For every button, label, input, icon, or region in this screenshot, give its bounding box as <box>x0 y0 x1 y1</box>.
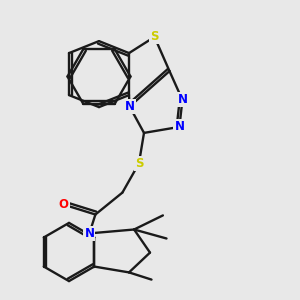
Text: O: O <box>58 198 69 211</box>
Text: S: S <box>150 30 159 44</box>
Text: N: N <box>174 120 184 134</box>
Text: N: N <box>177 93 188 106</box>
Text: N: N <box>84 227 94 240</box>
Text: S: S <box>135 157 143 170</box>
Text: N: N <box>124 100 135 113</box>
